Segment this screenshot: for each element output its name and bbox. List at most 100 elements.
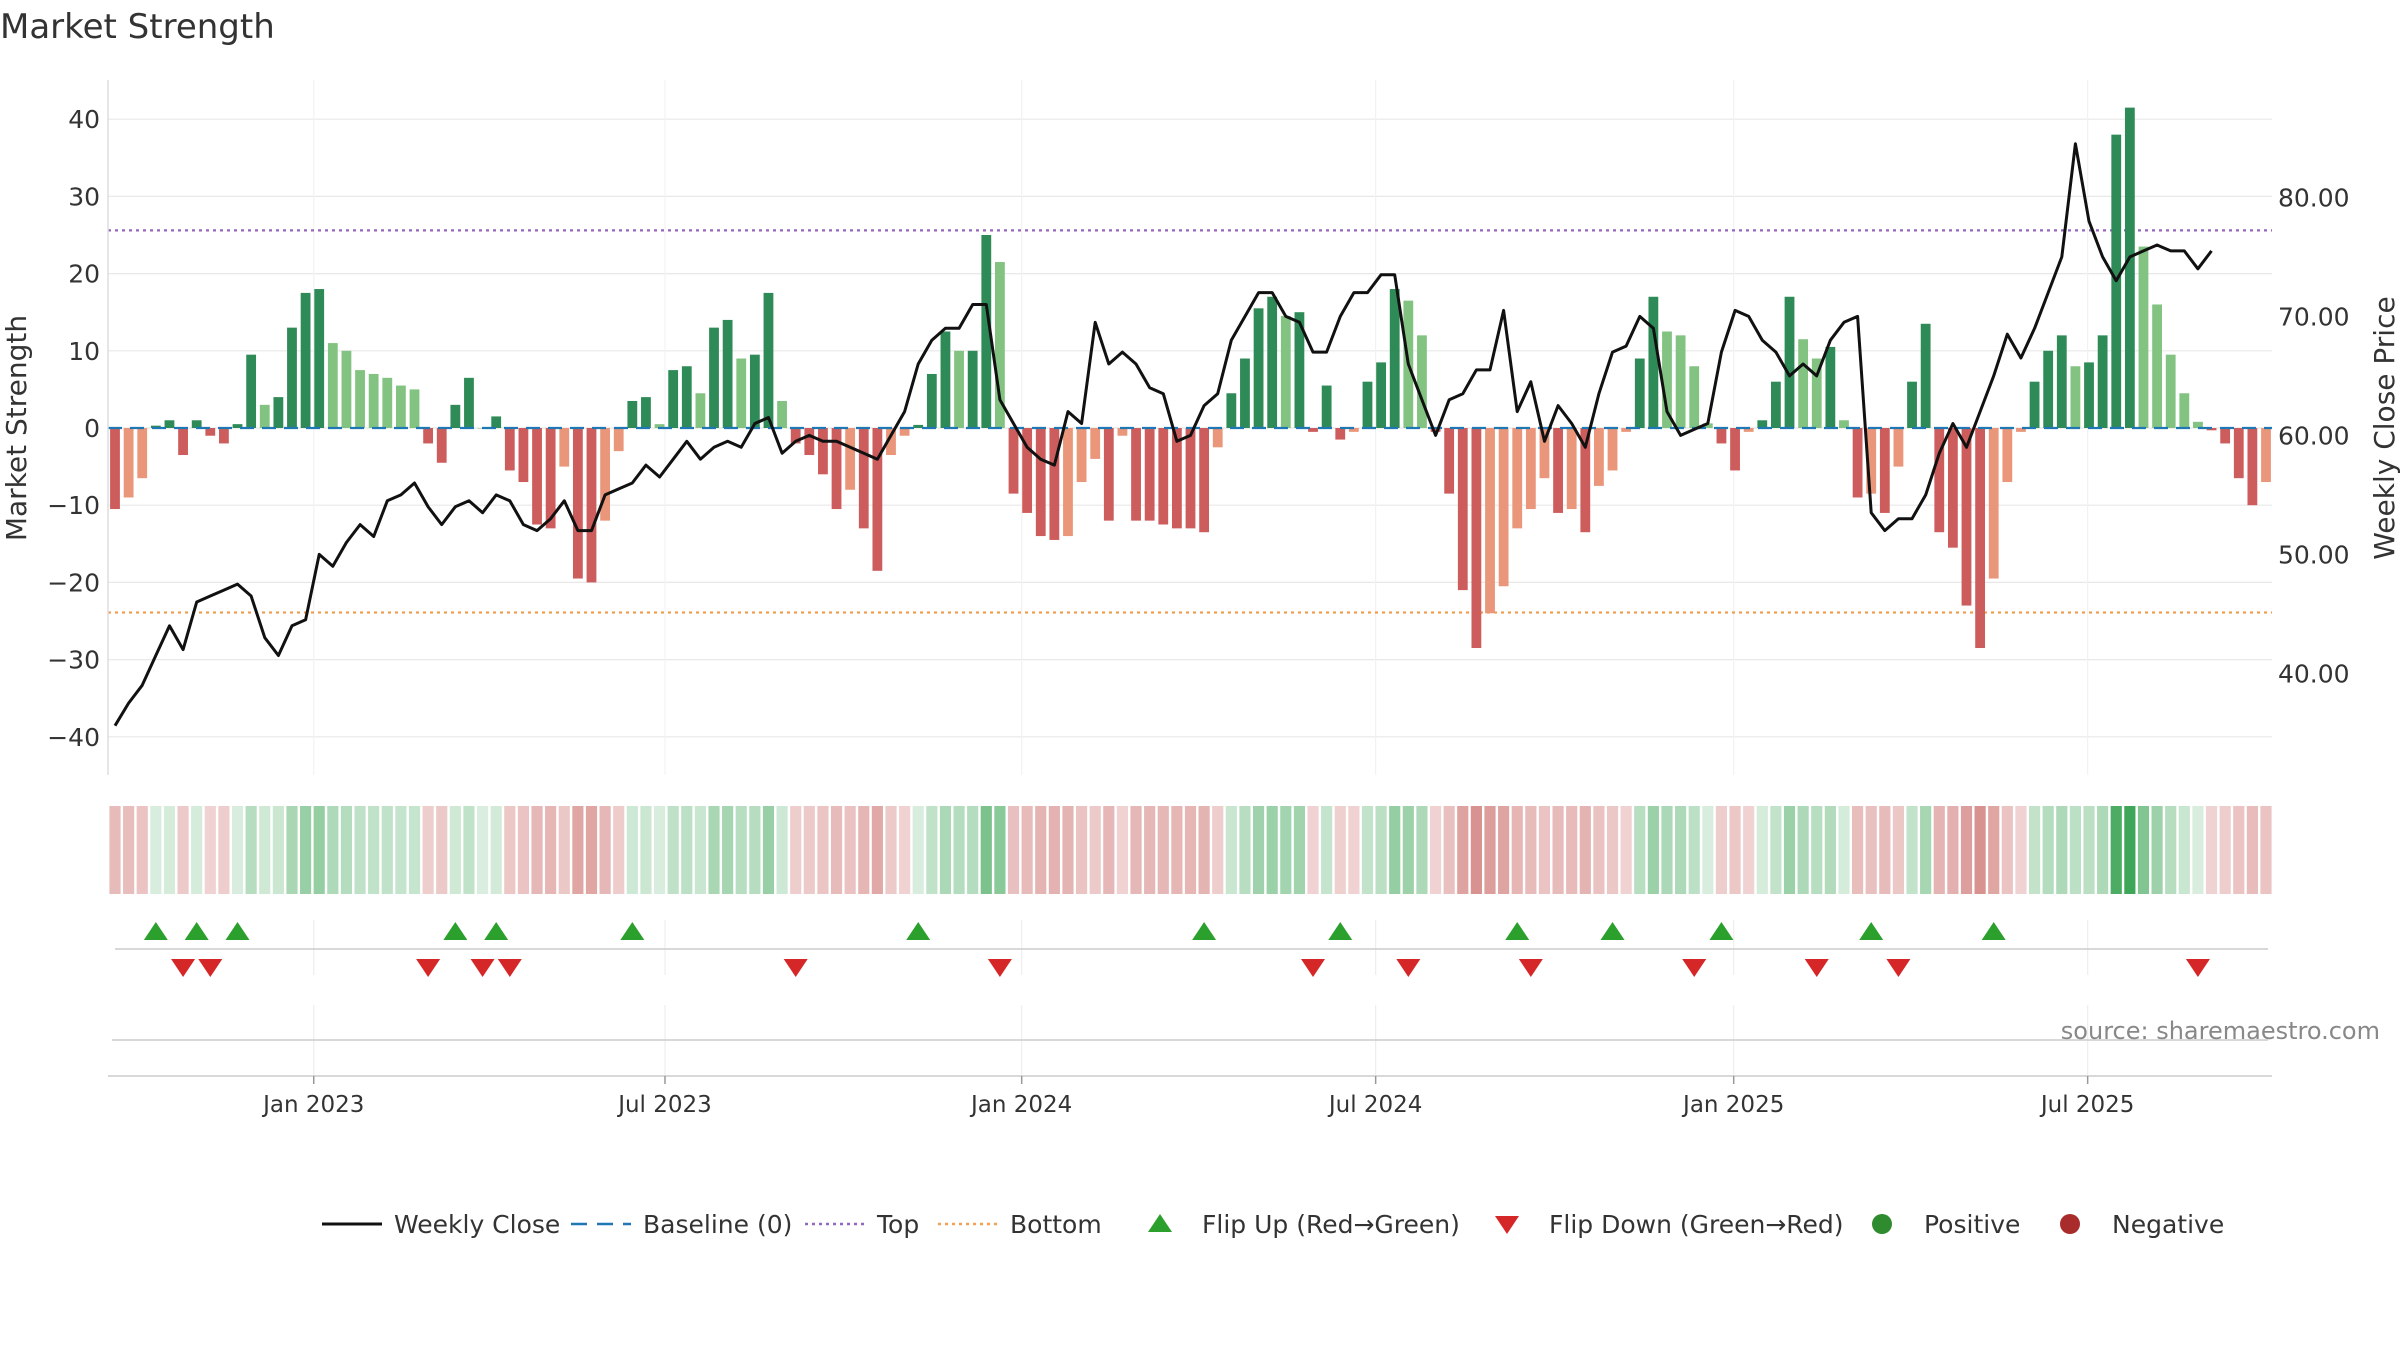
strength-bar bbox=[1961, 428, 1972, 606]
right-axis-label: Weekly Close Price bbox=[2368, 296, 2400, 559]
heat-cell bbox=[2110, 806, 2122, 894]
strength-bar bbox=[368, 373, 379, 428]
strength-bar bbox=[1689, 366, 1700, 428]
legend-item: Top bbox=[805, 1210, 919, 1239]
flip-up-marker bbox=[1192, 922, 1217, 940]
heat-cell bbox=[626, 806, 638, 894]
legend-item: Baseline (0) bbox=[571, 1210, 792, 1239]
heat-cell bbox=[585, 806, 598, 894]
heat-cell bbox=[1634, 806, 1646, 894]
strength-bar bbox=[1988, 428, 1999, 579]
strength-bar bbox=[668, 370, 679, 428]
strength-bar bbox=[2179, 393, 2190, 428]
legend-swatch bbox=[1872, 1214, 1892, 1234]
strength-bar bbox=[586, 428, 597, 583]
strength-bar bbox=[219, 428, 229, 444]
heat-cell bbox=[2233, 806, 2245, 894]
strength-bar bbox=[681, 366, 692, 428]
heat-cell bbox=[272, 806, 284, 894]
heat-cell bbox=[218, 806, 230, 894]
heat-cell bbox=[871, 806, 883, 894]
heat-cell bbox=[2219, 806, 2231, 894]
heat-cell bbox=[2042, 806, 2054, 894]
heat-cell bbox=[2137, 806, 2150, 894]
strength-bar bbox=[1634, 358, 1645, 428]
right-tick-label: 60.00 bbox=[2278, 421, 2350, 450]
strength-bar bbox=[1798, 339, 1809, 428]
flip-down-marker bbox=[987, 959, 1012, 977]
heat-cell bbox=[803, 806, 815, 894]
strength-bar bbox=[1294, 312, 1305, 428]
strength-bar bbox=[926, 373, 937, 428]
heat-cell bbox=[1470, 806, 1482, 894]
strength-bar bbox=[1267, 296, 1278, 428]
heat-cell bbox=[191, 806, 203, 894]
heat-cell bbox=[2056, 806, 2068, 894]
heat-cell bbox=[2260, 806, 2272, 894]
heat-cell bbox=[177, 806, 189, 894]
heat-cell bbox=[1566, 806, 1578, 894]
x-tick-label: Jul 2025 bbox=[2039, 1092, 2135, 1118]
heat-cell bbox=[2178, 806, 2190, 894]
left-axis-label: Market Strength bbox=[0, 315, 33, 541]
x-tick-label: Jan 2024 bbox=[969, 1092, 1072, 1118]
strength-bar bbox=[1743, 428, 1754, 432]
strength-bar bbox=[940, 331, 951, 428]
strength-bar bbox=[518, 428, 529, 483]
flip-up-marker bbox=[620, 922, 645, 940]
strength-bar bbox=[858, 428, 869, 529]
heat-cell bbox=[1293, 806, 1305, 894]
source-note: source: sharemaestro.com bbox=[2061, 1017, 2380, 1045]
heat-cell bbox=[1334, 806, 1346, 894]
strength-bar bbox=[1553, 428, 1563, 513]
heat-cell bbox=[245, 806, 257, 894]
legend-item: Flip Down (Green→Red) bbox=[1495, 1210, 1844, 1239]
legend-item: Positive bbox=[1872, 1210, 2020, 1239]
strength-bar bbox=[123, 428, 134, 498]
heat-cell bbox=[136, 806, 148, 894]
strength-bar bbox=[314, 289, 325, 428]
x-axis-ticks: Jan 2023 Jul 2023 Jan 2024 Jul 2024 Jan 2025… bbox=[261, 1076, 2134, 1118]
legend-swatch bbox=[1148, 1214, 1172, 1232]
heat-cell bbox=[817, 806, 829, 894]
strength-bar bbox=[436, 428, 447, 463]
legend-swatch bbox=[1495, 1216, 1519, 1234]
heat-cell bbox=[1988, 806, 2000, 894]
strength-bar bbox=[627, 400, 638, 428]
strength-bar bbox=[1008, 428, 1019, 494]
weekly-close-line-group bbox=[113, 142, 2213, 727]
legend: Weekly Close Baseline (0) Top Bottom Flip Up… bbox=[322, 1210, 2224, 1239]
flip-up-marker bbox=[225, 922, 250, 940]
heat-cell bbox=[939, 806, 952, 894]
strength-bars bbox=[108, 107, 2272, 649]
strength-bar bbox=[1852, 428, 1863, 498]
strength-bar bbox=[1035, 428, 1046, 537]
heat-cell bbox=[231, 806, 244, 894]
heat-cell bbox=[1021, 806, 1033, 894]
strength-bar bbox=[1185, 428, 1196, 529]
heat-cell bbox=[1484, 806, 1496, 894]
strength-bar bbox=[899, 428, 910, 436]
strength-bar bbox=[1348, 428, 1359, 432]
heat-cell bbox=[2069, 806, 2081, 894]
strength-bar bbox=[1022, 428, 1033, 513]
strength-bar bbox=[1920, 323, 1931, 428]
strength-bar bbox=[2152, 304, 2162, 428]
strength-bar bbox=[872, 428, 883, 571]
heat-cell bbox=[980, 806, 992, 894]
heat-cell bbox=[1144, 806, 1156, 894]
strength-bar bbox=[464, 377, 474, 428]
axes bbox=[107, 80, 2272, 1077]
heat-cell bbox=[368, 806, 380, 894]
heat-cell bbox=[381, 806, 393, 894]
strength-bar bbox=[749, 354, 760, 428]
strength-bar bbox=[1525, 428, 1536, 510]
heat-cell bbox=[395, 806, 407, 894]
heat-cell bbox=[640, 806, 652, 894]
right-tick-label: 40.00 bbox=[2278, 659, 2350, 688]
strength-bar bbox=[967, 350, 978, 428]
heat-cell bbox=[2205, 806, 2218, 894]
strength-bar bbox=[1539, 428, 1550, 479]
strength-bar bbox=[1485, 428, 1495, 614]
strength-bar bbox=[409, 389, 420, 428]
